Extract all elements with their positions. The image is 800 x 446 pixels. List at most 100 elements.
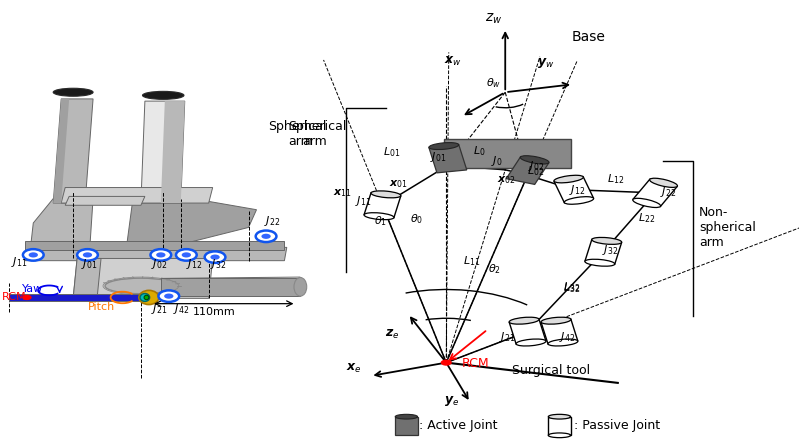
Text: $J_{32}$: $J_{32}$ [210,257,226,271]
Text: $J_{22}$: $J_{22}$ [660,185,676,199]
Text: $L_{32}$: $L_{32}$ [562,281,580,294]
Polygon shape [30,198,93,259]
Ellipse shape [364,213,394,220]
Text: $\boldsymbol{x}_{01}$: $\boldsymbol{x}_{01}$ [389,178,408,190]
Ellipse shape [139,290,159,305]
Text: RCM: RCM [2,293,26,302]
Text: $J_{11}$: $J_{11}$ [11,255,27,269]
Text: $\theta_1$: $\theta_1$ [374,214,387,228]
Ellipse shape [429,143,458,149]
FancyBboxPatch shape [444,139,571,168]
Polygon shape [26,241,285,250]
Ellipse shape [142,91,184,99]
Polygon shape [429,145,466,173]
Text: Pitch: Pitch [87,302,114,312]
Ellipse shape [395,414,418,419]
Text: $\boldsymbol{y}_e$: $\boldsymbol{y}_e$ [444,394,459,408]
Ellipse shape [548,339,578,346]
Circle shape [29,252,38,257]
Ellipse shape [144,295,149,300]
Text: $\boldsymbol{y}_w$: $\boldsymbol{y}_w$ [537,57,554,70]
Circle shape [83,252,92,257]
Circle shape [441,359,452,366]
Ellipse shape [592,237,622,244]
Text: $L_{11}$: $L_{11}$ [463,254,481,268]
Text: $J_{42}$: $J_{42}$ [559,330,576,344]
Circle shape [77,249,98,260]
Ellipse shape [548,414,570,419]
Circle shape [22,295,32,300]
Text: $\boldsymbol{x}_w$: $\boldsymbol{x}_w$ [444,55,462,68]
Circle shape [262,234,270,239]
Polygon shape [161,278,300,296]
Text: : Active Joint: : Active Joint [419,420,498,433]
Polygon shape [554,177,594,202]
Text: $L_{32}$: $L_{32}$ [562,281,580,295]
Polygon shape [585,240,622,264]
Text: $\theta_w$: $\theta_w$ [486,76,502,90]
Circle shape [156,252,166,257]
Polygon shape [506,157,549,184]
Text: $J_{42}$: $J_{42}$ [173,302,189,316]
Ellipse shape [140,293,150,301]
Ellipse shape [548,433,570,438]
Text: $L_{12}$: $L_{12}$ [606,172,624,186]
Ellipse shape [54,88,93,96]
Text: : Passive Joint: : Passive Joint [574,420,660,433]
Text: $J_{02}$: $J_{02}$ [151,257,167,271]
Text: $\theta_2$: $\theta_2$ [487,263,501,277]
Polygon shape [541,319,578,344]
Text: $\theta_0$: $\theta_0$ [410,213,422,227]
Polygon shape [364,193,401,218]
Ellipse shape [564,197,594,204]
Text: $L_0$: $L_0$ [474,145,486,158]
Text: Surgical tool: Surgical tool [512,363,590,377]
Circle shape [210,255,220,260]
Ellipse shape [633,198,661,207]
Polygon shape [73,259,101,298]
Text: $J_{12}$: $J_{12}$ [569,183,586,197]
Polygon shape [26,248,286,260]
Ellipse shape [541,317,571,324]
Text: $J_{32}$: $J_{32}$ [602,243,618,256]
Circle shape [176,249,197,260]
Text: $J_{22}$: $J_{22}$ [265,214,281,228]
Text: Non-
spherical
arm: Non- spherical arm [699,206,756,249]
Text: $J_{0}$: $J_{0}$ [491,154,502,168]
Text: $\boldsymbol{x}_e$: $\boldsymbol{x}_e$ [346,362,362,375]
Ellipse shape [650,178,678,187]
Text: $z_w$: $z_w$ [485,12,502,26]
Polygon shape [54,99,93,203]
Ellipse shape [585,259,614,266]
Ellipse shape [520,156,549,164]
Polygon shape [10,294,149,301]
Circle shape [182,252,191,257]
Text: $J_{12}$: $J_{12}$ [186,257,202,271]
Polygon shape [61,187,213,203]
Polygon shape [141,101,185,203]
Polygon shape [65,196,145,205]
Text: Spherical
arm: Spherical arm [288,120,346,149]
Circle shape [205,252,226,263]
Circle shape [256,231,277,242]
Text: $\boldsymbol{x}_{11}$: $\boldsymbol{x}_{11}$ [334,187,352,199]
Text: Yaw: Yaw [22,285,43,294]
Polygon shape [548,417,570,435]
Circle shape [164,293,174,299]
Circle shape [150,249,171,260]
Text: $\boldsymbol{z}_e$: $\boldsymbol{z}_e$ [386,328,400,341]
Ellipse shape [509,317,539,324]
Text: $J_{21}$: $J_{21}$ [151,302,167,316]
Text: Base: Base [571,30,606,44]
Text: 110mm: 110mm [193,307,235,317]
Text: $L_{01}$: $L_{01}$ [383,145,401,159]
Text: Spherical
arm: Spherical arm [268,120,326,149]
Polygon shape [73,259,213,298]
Polygon shape [161,101,185,203]
Text: $J_{11}$: $J_{11}$ [355,194,371,208]
Polygon shape [125,198,257,259]
Ellipse shape [371,191,401,198]
Ellipse shape [294,277,306,296]
Polygon shape [54,99,69,203]
Text: $J_{01}$: $J_{01}$ [81,257,98,271]
